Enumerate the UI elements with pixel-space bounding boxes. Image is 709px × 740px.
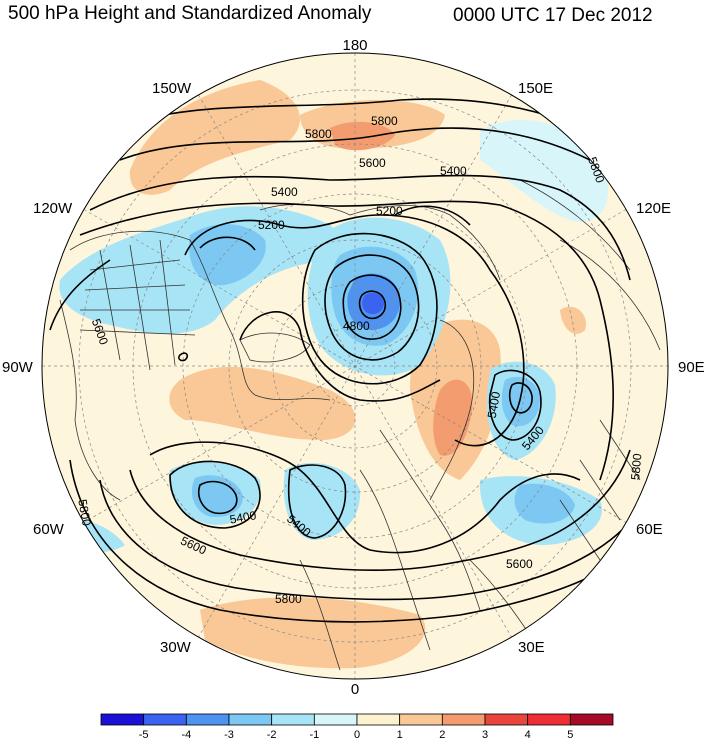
lon-label-30w: 30W xyxy=(160,639,192,656)
contour-label: 5400 xyxy=(440,164,467,178)
anomaly-colorbar: -5 -4 -3 -2 -1 0 1 2 3 4 5 xyxy=(100,713,614,740)
colorbar-tick-label: -2 xyxy=(267,729,277,740)
longitude-labels: 180 0 90W 90E 150W 120W 60W 30W 150E 120… xyxy=(2,37,705,698)
contour-label: 5600 xyxy=(506,557,533,571)
colorbar-tick-label: 4 xyxy=(525,729,531,740)
contour-label: 5600 xyxy=(359,156,386,170)
lon-label-150w: 150W xyxy=(152,80,192,97)
anomaly-region xyxy=(362,292,384,315)
anomaly-region xyxy=(560,306,586,334)
colorbar-tick-label: -5 xyxy=(139,729,149,740)
contour-label: 5400 xyxy=(229,508,258,526)
colorbar-swatch xyxy=(399,713,443,726)
colorbar-swatch xyxy=(185,713,230,726)
lon-label-60w: 60W xyxy=(33,521,65,538)
colorbar-swatch xyxy=(356,713,401,726)
anomaly-region xyxy=(189,224,266,286)
globe-border xyxy=(41,52,669,680)
contour-label: 5800 xyxy=(75,498,93,527)
colorbar-swatch xyxy=(313,713,358,726)
colorbar-swatch xyxy=(228,713,273,726)
contour-label: 5200 xyxy=(258,218,285,232)
colorbar-tick-label: 2 xyxy=(439,729,445,740)
colorbar-swatch xyxy=(441,713,486,726)
contour-label: 4800 xyxy=(343,319,370,333)
contour-label: 5200 xyxy=(376,204,403,218)
anomaly-region xyxy=(433,379,473,456)
contour-label: 5800 xyxy=(371,114,398,128)
colorbar-swatch xyxy=(143,713,187,726)
lon-label-150e: 150E xyxy=(518,80,553,97)
lon-label-60e: 60E xyxy=(636,521,663,538)
contour-label: 5800 xyxy=(305,127,332,141)
contour-label: 5400 xyxy=(485,390,503,419)
colorbar-tick-label: 0 xyxy=(354,729,360,740)
contour-label: 5800 xyxy=(628,453,644,481)
contour-label: 5400 xyxy=(271,185,298,199)
anomaly-region xyxy=(501,376,540,427)
colorbar-tick-label: -1 xyxy=(309,729,319,740)
colorbar-swatch xyxy=(527,713,571,726)
colorbar-tick-label: -3 xyxy=(224,729,234,740)
map-valid-time: 0000 UTC 17 Dec 2012 xyxy=(453,5,653,26)
colorbar-swatch xyxy=(100,713,145,726)
lon-label-120e: 120E xyxy=(636,200,671,217)
colorbar-swatch xyxy=(271,713,315,726)
lon-label-90w: 90W xyxy=(2,359,34,376)
lon-label-0: 0 xyxy=(351,681,359,698)
polar-stereographic-globe: 5800 5800 5600 5400 5400 5200 5200 4800 … xyxy=(41,52,669,680)
colorbar-tick-label: 5 xyxy=(567,729,573,740)
lon-label-30e: 30E xyxy=(518,639,545,656)
lon-label-90e: 90E xyxy=(678,359,705,376)
colorbar-tick-label: 3 xyxy=(482,729,488,740)
colorbar-tick-label: -4 xyxy=(181,729,191,740)
anomaly-region xyxy=(129,80,300,195)
anomaly-region xyxy=(169,366,356,440)
height-contours xyxy=(49,98,651,623)
colorbar-swatch xyxy=(484,713,529,726)
colorbar-tick-label: 1 xyxy=(397,729,403,740)
anomaly-region xyxy=(330,121,395,151)
lon-label-180: 180 xyxy=(342,37,367,54)
map-title: 500 hPa Height and Standardized Anomaly xyxy=(8,3,372,24)
anomaly-region xyxy=(514,483,575,524)
anomaly-region xyxy=(480,120,609,222)
contour-label: 5800 xyxy=(275,592,302,606)
lon-label-120w: 120W xyxy=(33,200,73,217)
anomaly-region xyxy=(283,462,361,540)
colorbar-swatch xyxy=(569,713,614,726)
graticule xyxy=(42,53,668,679)
